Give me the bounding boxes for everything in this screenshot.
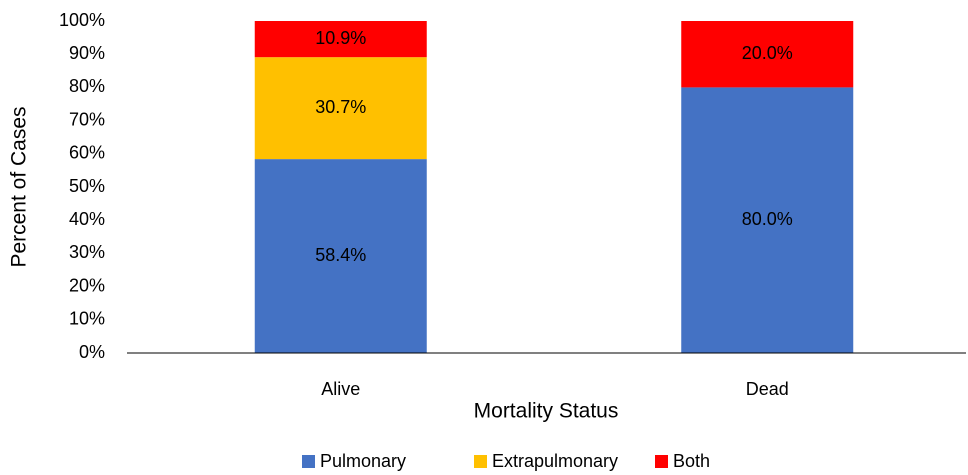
legend-label: Pulmonary xyxy=(320,451,406,471)
x-tick-label: Alive xyxy=(321,379,360,399)
bar-segment xyxy=(254,21,427,58)
x-axis-title: Mortality Status xyxy=(474,400,619,423)
y-tick-label: 90% xyxy=(69,43,105,63)
data-label: 30.7% xyxy=(315,97,366,117)
data-label: 20.0% xyxy=(742,43,793,63)
x-tick-label: Dead xyxy=(746,379,789,399)
y-tick-label: 50% xyxy=(69,176,105,196)
y-tick-label: 40% xyxy=(69,209,105,229)
bar-segment xyxy=(254,57,427,160)
legend-label: Both xyxy=(673,451,710,471)
legend-swatch xyxy=(474,455,487,468)
data-label: 58.4% xyxy=(315,245,366,265)
legend-swatch xyxy=(655,455,668,468)
legend-swatch xyxy=(302,455,315,468)
y-tick-label: 0% xyxy=(79,342,105,362)
bar-segment xyxy=(254,159,427,353)
y-axis-title: Percent of Cases xyxy=(8,106,31,267)
y-tick-label: 80% xyxy=(69,76,105,96)
y-tick-label: 20% xyxy=(69,275,105,295)
y-tick-label: 100% xyxy=(59,10,105,30)
data-label: 80.0% xyxy=(742,209,793,229)
legend-label: Extrapulmonary xyxy=(492,451,618,471)
bar-segment xyxy=(681,87,854,354)
y-tick-label: 30% xyxy=(69,242,105,262)
y-tick-label: 10% xyxy=(69,309,105,329)
bar-segment xyxy=(681,21,854,88)
data-label: 10.9% xyxy=(315,28,366,48)
y-tick-label: 70% xyxy=(69,109,105,129)
y-tick-label: 60% xyxy=(69,143,105,163)
